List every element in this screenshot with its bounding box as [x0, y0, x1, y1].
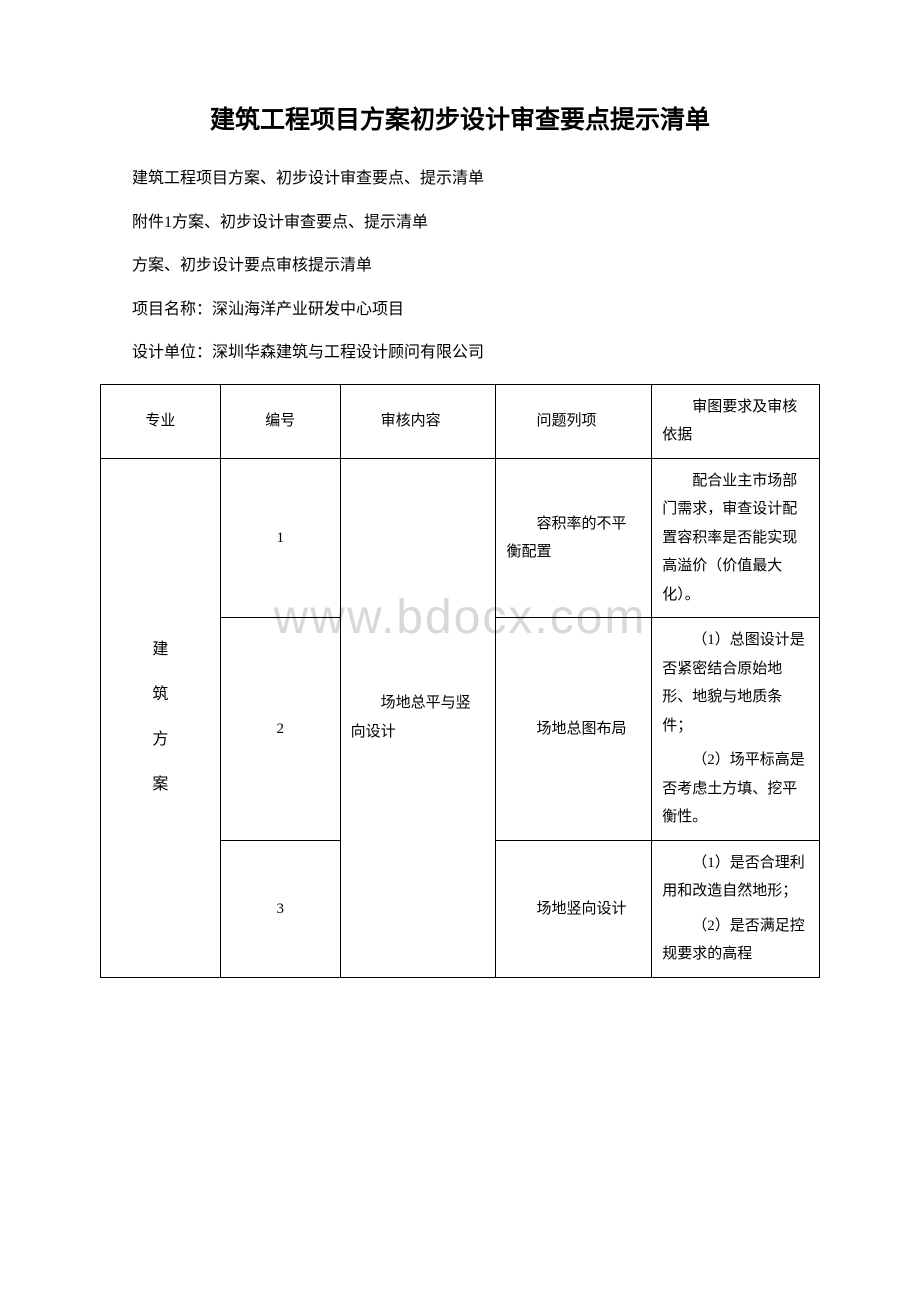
- major-cell: 建 筑 方 案: [101, 458, 221, 977]
- page-title: 建筑工程项目方案初步设计审查要点提示清单: [100, 100, 820, 136]
- requirement-text: （2）是否满足控规要求的高程: [662, 912, 809, 969]
- issue-cell: 容积率的不平衡配置: [496, 458, 652, 618]
- requirement-text: （2）场平标高是否考虑土方填、挖平衡性。: [662, 746, 809, 832]
- requirement-cell: 配合业主市场部门需求，审查设计配置容积率是否能实现高溢价（价值最大化）。: [652, 458, 820, 618]
- major-char-3: 方: [152, 731, 168, 748]
- num-cell: 2: [220, 618, 340, 841]
- major-char-2: 筑: [152, 686, 168, 703]
- num-cell: 3: [220, 840, 340, 977]
- intro-line-5: 设计单位：深圳华森建筑与工程设计顾问有限公司: [100, 340, 820, 366]
- header-content: 审核内容: [340, 384, 496, 458]
- intro-line-1: 建筑工程项目方案、初步设计审查要点、提示清单: [100, 166, 820, 192]
- requirement-text: （1）是否合理利用和改造自然地形；: [662, 849, 809, 906]
- header-issue: 问题列项: [496, 384, 652, 458]
- review-table: 专业 编号 审核内容 问题列项 审图要求及审核依据 建 筑 方 案 1 场地总平…: [100, 384, 820, 978]
- header-requirement: 审图要求及审核依据: [652, 384, 820, 458]
- header-major: 专业: [101, 384, 221, 458]
- intro-line-4: 项目名称：深汕海洋产业研发中心项目: [100, 297, 820, 323]
- num-cell: 1: [220, 458, 340, 618]
- requirement-cell: （1）是否合理利用和改造自然地形； （2）是否满足控规要求的高程: [652, 840, 820, 977]
- content-group-cell: 场地总平与竖向设计: [340, 458, 496, 977]
- major-char-4: 案: [152, 776, 168, 793]
- major-char-1: 建: [152, 641, 168, 658]
- requirement-text: 配合业主市场部门需求，审查设计配置容积率是否能实现高溢价（价值最大化）。: [662, 467, 809, 610]
- issue-cell: 场地总图布局: [496, 618, 652, 841]
- table-row: 建 筑 方 案 1 场地总平与竖向设计 容积率的不平衡配置 配合业主市场部门需求…: [101, 458, 820, 618]
- intro-line-2: 附件1方案、初步设计审查要点、提示清单: [100, 210, 820, 236]
- intro-line-3: 方案、初步设计要点审核提示清单: [100, 253, 820, 279]
- table-header-row: 专业 编号 审核内容 问题列项 审图要求及审核依据: [101, 384, 820, 458]
- requirement-cell: （1）总图设计是否紧密结合原始地形、地貌与地质条件； （2）场平标高是否考虑土方…: [652, 618, 820, 841]
- requirement-text: （1）总图设计是否紧密结合原始地形、地貌与地质条件；: [662, 626, 809, 740]
- header-num: 编号: [220, 384, 340, 458]
- issue-cell: 场地竖向设计: [496, 840, 652, 977]
